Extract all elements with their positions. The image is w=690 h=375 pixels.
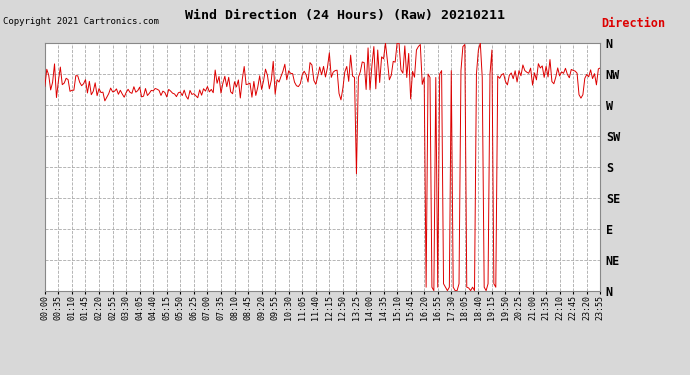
Text: Copyright 2021 Cartronics.com: Copyright 2021 Cartronics.com [3, 17, 159, 26]
Text: Direction: Direction [602, 17, 666, 30]
Text: Wind Direction (24 Hours) (Raw) 20210211: Wind Direction (24 Hours) (Raw) 20210211 [185, 9, 505, 22]
